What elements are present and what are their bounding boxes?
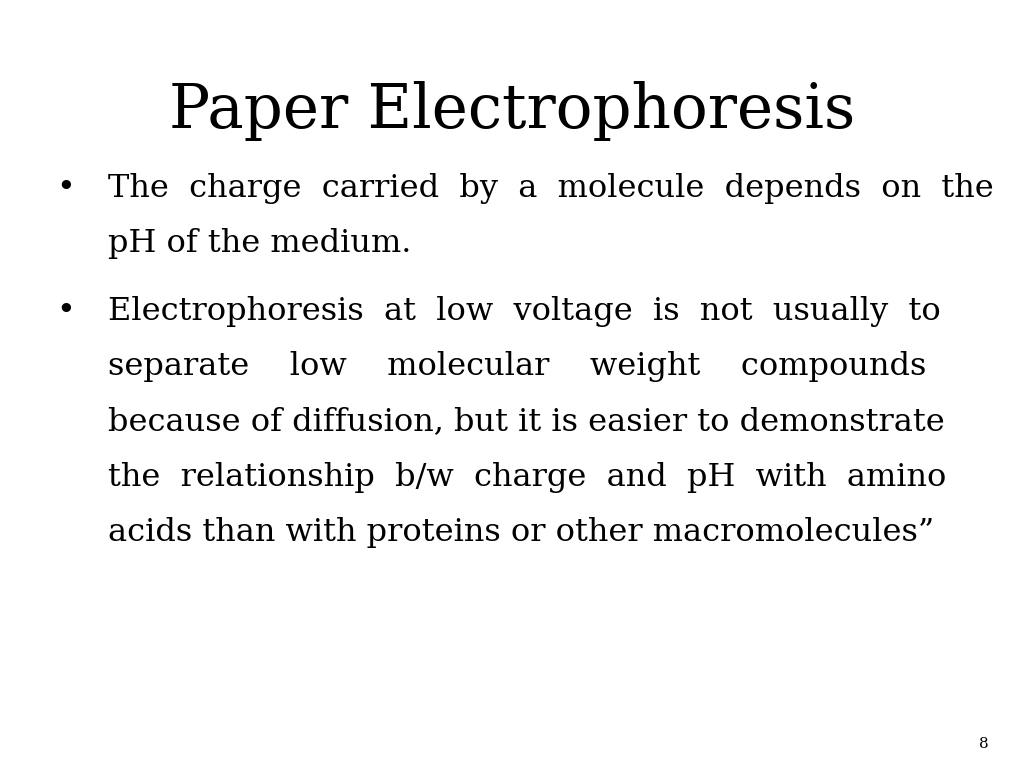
Text: •: • [56,296,75,326]
Text: because of diffusion, but it is easier to demonstrate: because of diffusion, but it is easier t… [108,406,944,437]
Text: The  charge  carried  by  a  molecule  depends  on  the: The charge carried by a molecule depends… [108,173,993,204]
Text: Electrophoresis  at  low  voltage  is  not  usually  to: Electrophoresis at low voltage is not us… [108,296,940,326]
Text: 8: 8 [979,737,988,751]
Text: the  relationship  b/w  charge  and  pH  with  amino: the relationship b/w charge and pH with … [108,462,946,492]
Text: acids than with proteins or other macromolecules”: acids than with proteins or other macrom… [108,517,934,548]
Text: pH of the medium.: pH of the medium. [108,228,411,259]
Text: •: • [56,173,75,204]
Text: separate    low    molecular    weight    compounds: separate low molecular weight compounds [108,351,926,382]
Text: Paper Electrophoresis: Paper Electrophoresis [169,81,855,141]
